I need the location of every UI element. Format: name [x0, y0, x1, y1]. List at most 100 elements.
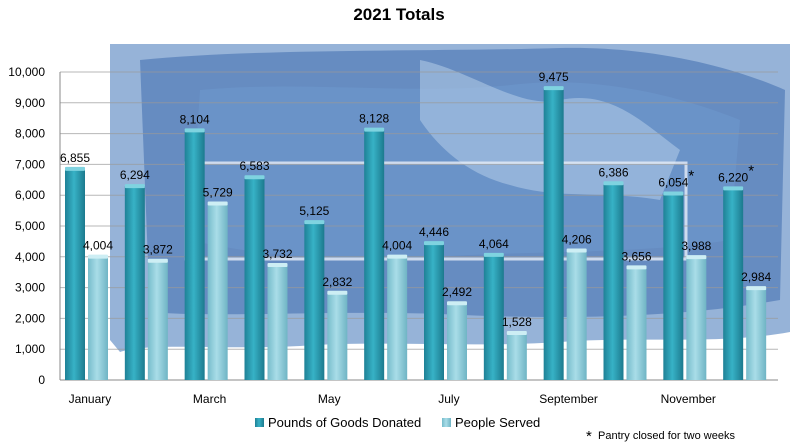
bar: [267, 265, 288, 380]
bar: [207, 203, 228, 380]
bar-top: [244, 175, 265, 180]
legend: Pounds of Goods Donated People Served: [255, 415, 540, 430]
x-axis-ticks: January March May July September November: [69, 392, 716, 406]
data-label: 6,855: [60, 151, 90, 165]
bar: [304, 222, 325, 380]
x-tick-label: November: [661, 392, 716, 406]
data-label: 6,054: [658, 176, 688, 190]
data-label: 2,984: [741, 270, 771, 284]
bar-top: [124, 184, 145, 189]
bar-top: [447, 301, 467, 306]
bar: [746, 288, 767, 380]
x-tick-label: September: [539, 392, 598, 406]
x-tick-label: July: [438, 392, 459, 406]
data-label: 2,492: [442, 285, 472, 299]
footnote-text: Pantry closed for two weeks: [598, 430, 735, 442]
data-label: 6,294: [120, 168, 150, 182]
bar: [184, 130, 205, 380]
bar-top: [663, 191, 684, 196]
bar: [244, 177, 265, 380]
footnote: * Pantry closed for two weeks: [586, 428, 735, 445]
y-tick-label: 4,000: [15, 250, 45, 264]
data-label: 4,446: [419, 225, 449, 239]
data-label: 4,004: [83, 239, 113, 253]
data-label: 5,125: [299, 204, 329, 218]
bar: [626, 267, 647, 380]
bar-top: [207, 201, 228, 206]
data-label: 6,583: [239, 159, 269, 173]
bar-top: [543, 86, 564, 91]
data-label: 2,832: [322, 275, 352, 289]
bar-top: [304, 220, 325, 225]
legend-swatch-people: [442, 418, 451, 427]
data-labels: 6,855 6,294 8,104 6,583 5,125 8,128 4,446 4,064…: [60, 70, 772, 329]
x-tick-label: January: [69, 392, 112, 406]
bar-top: [746, 286, 767, 291]
chart-title: 2021 Totals: [353, 5, 444, 24]
bar-top: [626, 265, 647, 270]
footnote-marker: *: [748, 162, 754, 179]
bar: [506, 332, 527, 380]
data-label: 4,206: [562, 232, 592, 246]
bar-top: [267, 263, 288, 268]
bar-top: [387, 254, 408, 259]
bar-top: [603, 181, 624, 186]
bar-top: [424, 241, 444, 246]
data-label: 3,732: [262, 247, 292, 261]
bar: [663, 193, 684, 380]
bar-top: [506, 330, 527, 335]
legend-label-pounds: Pounds of Goods Donated: [268, 415, 421, 430]
bar: [364, 129, 385, 380]
data-label: 6,220: [718, 170, 748, 184]
data-label: 3,988: [681, 239, 711, 253]
footnote-symbol: *: [586, 428, 592, 445]
y-tick-label: 2,000: [15, 311, 45, 325]
bar: [88, 256, 108, 380]
bar: [543, 88, 564, 381]
footnote-markers: * *: [688, 162, 754, 184]
grid-lines: [60, 71, 778, 350]
data-label: 8,128: [359, 112, 389, 126]
y-tick-label: 7,000: [15, 157, 45, 171]
x-tick-label: March: [193, 392, 226, 406]
footnote-marker: *: [688, 168, 694, 185]
x-tick-label: May: [318, 392, 341, 406]
bar: [566, 250, 587, 380]
y-axis-ticks: 0 1,000 2,000 3,000 4,000 5,000 6,000 7,000 8,00…: [8, 65, 45, 387]
data-label: 4,004: [382, 239, 412, 253]
bar: [483, 254, 504, 380]
y-tick-label: 6,000: [15, 188, 45, 202]
y-tick-label: 9,000: [15, 96, 45, 110]
bar: [124, 186, 145, 380]
bar: [327, 292, 348, 380]
data-label: 5,729: [203, 186, 233, 200]
data-label: 3,872: [143, 243, 173, 257]
bar: [147, 260, 168, 380]
y-tick-label: 10,000: [8, 65, 45, 79]
bars: [65, 86, 767, 381]
bar-top: [723, 186, 744, 191]
bar: [424, 243, 444, 380]
y-tick-label: 1,000: [15, 342, 45, 356]
bar-top: [566, 248, 587, 253]
bar-top: [147, 258, 168, 263]
bar-top: [88, 254, 108, 259]
legend-label-people: People Served: [455, 415, 540, 430]
bar: [686, 257, 707, 380]
data-label: 3,656: [621, 249, 651, 263]
y-tick-label: 3,000: [15, 281, 45, 295]
bar: [723, 188, 744, 380]
bar-top: [65, 166, 85, 171]
data-label: 6,386: [598, 165, 628, 179]
bar: [603, 183, 624, 380]
data-label: 1,528: [502, 315, 532, 329]
bar-top: [686, 255, 707, 260]
y-tick-label: 8,000: [15, 127, 45, 141]
bar-top: [327, 290, 348, 295]
y-tick-label: 0: [38, 373, 45, 387]
bar-top: [364, 127, 385, 132]
y-tick-label: 5,000: [15, 219, 45, 233]
bar: [387, 256, 408, 380]
legend-swatch-pounds: [255, 418, 264, 427]
